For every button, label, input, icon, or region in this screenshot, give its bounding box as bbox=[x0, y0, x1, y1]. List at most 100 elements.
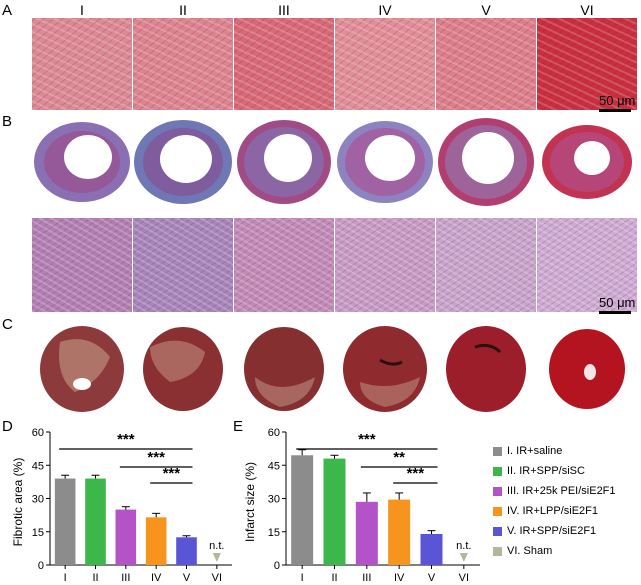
group-label-2: II bbox=[179, 2, 187, 18]
group-label-4: IV bbox=[378, 2, 392, 18]
x-tick-label: II bbox=[92, 572, 98, 584]
significance-stars: *** bbox=[407, 465, 425, 482]
x-tick-label: II bbox=[331, 572, 337, 584]
scale-bar-a bbox=[599, 109, 631, 112]
legend-swatch bbox=[493, 506, 502, 516]
x-tick-label: V bbox=[428, 572, 436, 584]
y-tick-label: 15 bbox=[32, 527, 44, 539]
scale-bar-a-label: 50 μm bbox=[599, 93, 636, 108]
y-tick-label: 60 bbox=[32, 427, 44, 439]
not-tested-marker bbox=[212, 553, 221, 562]
masson-micrograph-5 bbox=[436, 218, 536, 312]
y-tick-label: 60 bbox=[268, 427, 280, 439]
group-label-3: III bbox=[278, 2, 290, 18]
masson-heart-1 bbox=[34, 122, 130, 202]
x-tick-label: I bbox=[64, 572, 67, 584]
significance-stars: *** bbox=[147, 449, 165, 466]
bar bbox=[388, 499, 411, 565]
scale-bar-b-label: 50 μm bbox=[599, 295, 636, 310]
legend-swatch bbox=[493, 486, 502, 496]
x-tick-label: V bbox=[183, 572, 191, 584]
bar bbox=[323, 458, 346, 565]
ttc-heart-slices bbox=[40, 326, 625, 412]
significance-stars: *** bbox=[358, 431, 376, 448]
panel-label-d: D bbox=[2, 418, 13, 435]
x-tick-label: III bbox=[362, 572, 371, 584]
masson-micrograph-3 bbox=[234, 218, 334, 312]
bar bbox=[54, 478, 76, 565]
chart-d-ylabel: Fibrotic area (%) bbox=[11, 458, 25, 547]
y-tick-label: 0 bbox=[274, 560, 280, 572]
he-micrograph-5 bbox=[436, 18, 536, 110]
y-tick-label: 45 bbox=[32, 460, 44, 472]
panel-label-a: A bbox=[2, 2, 13, 19]
bar bbox=[176, 537, 197, 565]
legend-item: III. IR+25k PEI/siE2F1 bbox=[493, 482, 616, 500]
masson-heart-4 bbox=[337, 121, 433, 203]
x-tick-label: I bbox=[301, 572, 304, 584]
legend-item: VI. Sham bbox=[493, 542, 616, 560]
legend-label: II. IR+SPP/siSC bbox=[507, 465, 585, 477]
he-micrograph-6 bbox=[537, 18, 637, 110]
legend-item: II. IR+SPP/siSC bbox=[493, 462, 616, 480]
group-label-6: VI bbox=[580, 2, 594, 18]
he-micrograph-1 bbox=[32, 18, 132, 110]
masson-heart-3 bbox=[237, 120, 331, 204]
y-tick-label: 30 bbox=[32, 494, 44, 506]
legend-label: I. IR+saline bbox=[507, 445, 563, 457]
masson-heart-sections bbox=[34, 118, 632, 206]
legend-item: V. IR+SPP/siE2F1 bbox=[493, 522, 616, 540]
x-tick-label: IV bbox=[394, 572, 405, 584]
legend: I. IR+saline II. IR+SPP/siSC III. IR+25k… bbox=[493, 442, 616, 562]
ttc-heart-1 bbox=[40, 326, 124, 412]
panel-label-b: B bbox=[2, 113, 13, 130]
legend-swatch bbox=[493, 546, 502, 556]
legend-label: III. IR+25k PEI/siE2F1 bbox=[507, 485, 616, 497]
masson-micrograph-6 bbox=[537, 218, 637, 312]
ttc-heart-5 bbox=[446, 326, 526, 412]
bar bbox=[145, 517, 167, 565]
legend-swatch bbox=[493, 446, 502, 456]
ttc-heart-6 bbox=[549, 329, 625, 409]
bar bbox=[291, 455, 314, 565]
scale-bar-b bbox=[599, 311, 631, 314]
bar bbox=[355, 501, 378, 565]
masson-micrograph-4 bbox=[335, 218, 435, 312]
not-tested-marker bbox=[459, 553, 468, 562]
group-label-5: V bbox=[481, 2, 491, 18]
he-micrograph-2 bbox=[133, 18, 233, 110]
masson-heart-5 bbox=[438, 118, 534, 206]
panel-label-e: E bbox=[233, 418, 244, 435]
ttc-heart-2 bbox=[143, 327, 223, 411]
masson-micrograph-1 bbox=[32, 218, 132, 312]
group-label-1: I bbox=[80, 2, 84, 18]
ttc-heart-4 bbox=[343, 326, 427, 412]
chart-e-ylabel: Infarct size (%) bbox=[243, 462, 257, 542]
bar bbox=[115, 509, 137, 565]
x-tick-label: VI bbox=[459, 572, 469, 584]
legend-swatch bbox=[493, 526, 502, 536]
legend-label: V. IR+SPP/siE2F1 bbox=[507, 525, 597, 537]
legend-swatch bbox=[493, 466, 502, 476]
bar bbox=[420, 533, 443, 565]
significance-stars: *** bbox=[163, 465, 181, 482]
masson-heart-2 bbox=[134, 120, 232, 204]
significance-stars: ** bbox=[393, 449, 405, 466]
panel-label-c: C bbox=[2, 316, 13, 333]
y-tick-label: 0 bbox=[38, 560, 44, 572]
y-tick-label: 15 bbox=[268, 527, 280, 539]
significance-stars: *** bbox=[117, 431, 135, 448]
ttc-heart-3 bbox=[244, 327, 324, 411]
not-tested-label: n.t. bbox=[209, 540, 224, 552]
legend-item: IV. IR+LPP/siE2F1 bbox=[493, 502, 616, 520]
masson-micrograph-2 bbox=[133, 218, 233, 312]
he-micrograph-4 bbox=[335, 18, 435, 110]
x-tick-label: III bbox=[121, 572, 130, 584]
x-tick-label: VI bbox=[212, 572, 222, 584]
legend-item: I. IR+saline bbox=[493, 442, 616, 460]
y-tick-label: 30 bbox=[268, 494, 280, 506]
legend-label: IV. IR+LPP/siE2F1 bbox=[507, 505, 599, 517]
legend-label: VI. Sham bbox=[507, 545, 553, 557]
not-tested-label: n.t. bbox=[456, 540, 471, 552]
